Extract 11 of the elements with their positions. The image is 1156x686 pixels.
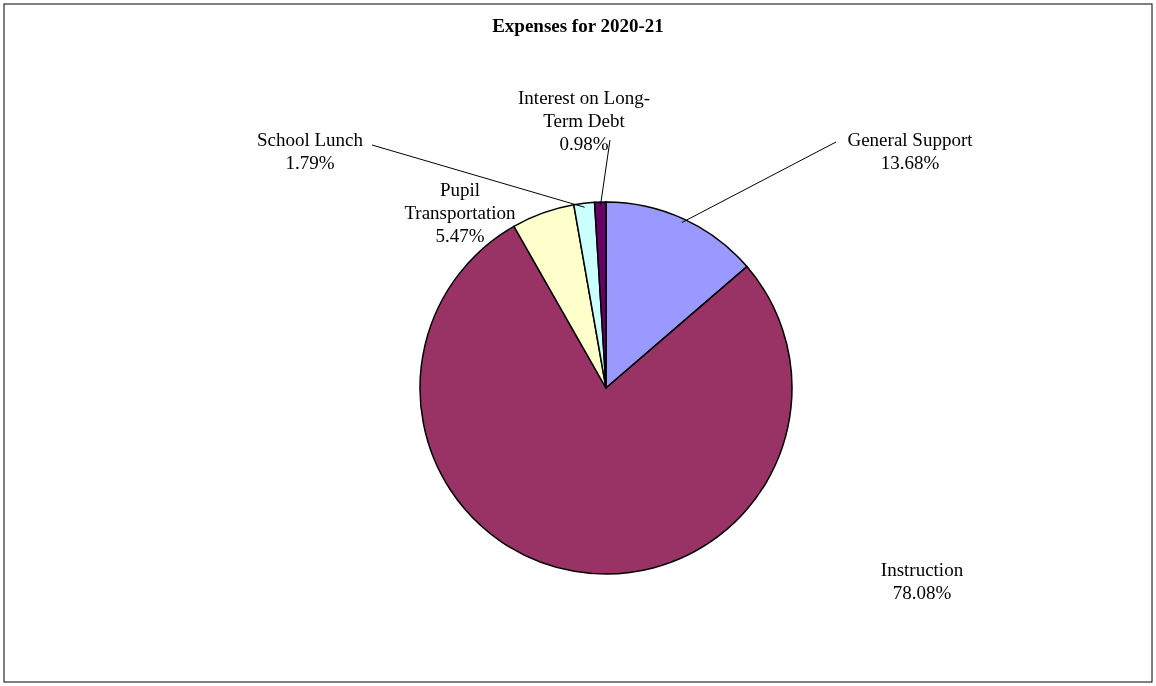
slice-label: General Support <box>847 129 974 150</box>
data-label: 0.98% <box>559 133 609 154</box>
slice-label: School Lunch <box>256 129 364 150</box>
slice-label: Pupil Transportation <box>404 179 517 223</box>
slice-label: Instruction <box>880 559 964 580</box>
chart-title: Expenses for 2020-21 <box>492 15 664 36</box>
data-label: 13.68% <box>880 152 940 173</box>
data-label: 1.79% <box>285 152 335 173</box>
data-label: 78.08% <box>892 582 952 603</box>
slice-label: Interest on Long-Term Debt <box>518 87 650 131</box>
data-label: 5.47% <box>435 225 485 246</box>
